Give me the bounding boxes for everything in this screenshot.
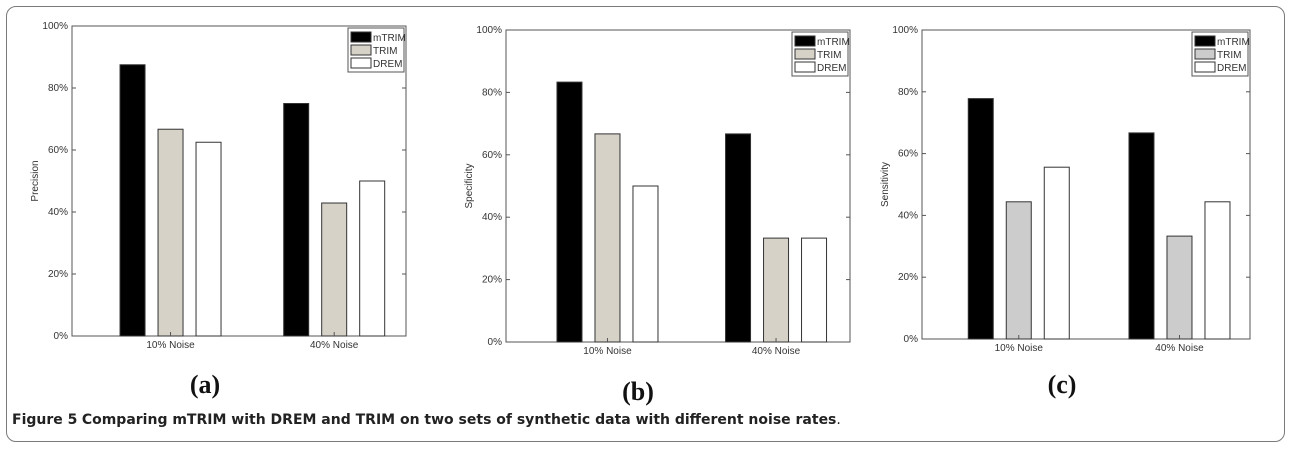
y-tick-label: 0% [488,337,503,348]
legend-label-mtrim: mTRIM [373,33,406,44]
bar-mtrim-2 [725,133,752,343]
legend-swatch-mtrim [1194,35,1216,47]
y-tick-label: 80% [482,87,502,98]
x-tick-label: 10% Noise [995,343,1044,354]
y-tick-label: 80% [48,83,68,94]
panel-label: (b) [622,377,654,406]
bar-trim-1 [1005,201,1032,340]
y-tick-label: 0% [54,331,69,342]
figure-caption: Figure 5 Comparing mTRIM with DREM and T… [12,412,1272,428]
y-tick-label: 40% [482,212,502,223]
legend-swatch-drem [350,57,372,69]
x-tick-label: 40% Noise [310,340,359,351]
y-axis-label: Specificity [464,163,475,208]
legend-swatch-trim [1194,48,1216,60]
bar-mtrim-1 [556,81,583,343]
legend-label-trim: TRIM [1217,50,1241,61]
bar-mtrim-1 [119,64,146,337]
y-tick-label: 100% [892,25,918,36]
panel-label: (c) [1048,370,1077,399]
y-tick-label: 60% [898,149,918,160]
bar-mtrim-2 [1128,132,1155,340]
bar-trim-2 [321,202,348,337]
bar-trim-1 [157,128,184,337]
y-tick-label: 60% [482,150,502,161]
caption-text: Comparing mTRIM with DREM and TRIM on tw… [81,412,837,428]
y-tick-label: 100% [42,21,68,32]
chart-panel-b: 0% 20% 40% 60% 80% 100% Specificity 10% Noise 40… [464,25,851,406]
figure-label: Figure 5 [12,412,78,428]
chart-panel-a: 0% 20% 40% 60% 80% 100% Precision 10% Noise 40% … [30,21,407,399]
legend-label-mtrim: mTRIM [817,37,850,48]
bar-drem-1 [632,185,659,343]
x-tick-label: 40% Noise [752,346,801,357]
bar-drem-2 [801,237,828,343]
legend-label-drem: DREM [817,63,846,74]
y-axis-label: Sensitivity [880,162,891,207]
bar-drem-1 [195,141,222,337]
y-tick-label: 20% [898,272,918,283]
x-tick-label: 40% Noise [1155,343,1204,354]
chart-panel-c: 0% 20% 40% 60% 80% 100% Sensitivity 10% Noise 40… [880,25,1251,399]
legend-swatch-mtrim [350,31,372,43]
legend-swatch-trim [350,44,372,56]
legend-label-trim: TRIM [817,50,841,61]
y-tick-label: 100% [476,25,502,36]
x-tick-label: 10% Noise [583,346,632,357]
y-tick-label: 40% [48,207,68,218]
y-tick-label: 0% [904,334,919,345]
legend-swatch-mtrim [794,35,816,47]
legend-swatch-drem [1194,61,1216,73]
legend-swatch-drem [794,61,816,73]
legend-label-mtrim: mTRIM [1217,37,1250,48]
caption-end: . [836,412,841,428]
y-tick-label: 60% [48,145,68,156]
legend-swatch-trim [794,48,816,60]
x-tick-label: 10% Noise [146,340,195,351]
legend-label-drem: DREM [1217,63,1246,74]
bar-trim-2 [1166,235,1193,340]
figure-charts: 0% 20% 40% 60% 80% 100% Precision 10% Noise 40% … [30,21,1251,406]
y-tick-label: 20% [48,269,68,280]
y-tick-label: 80% [898,87,918,98]
legend-label-trim: TRIM [373,46,397,57]
bar-trim-2 [763,237,790,343]
panel-label: (a) [190,370,220,399]
legend-label-drem: DREM [373,59,402,70]
bar-mtrim-1 [967,98,994,340]
bar-drem-2 [359,180,386,337]
bar-mtrim-2 [283,103,310,337]
y-axis-label: Precision [30,160,41,201]
bar-drem-1 [1043,166,1070,340]
bar-trim-1 [594,133,621,343]
y-tick-label: 20% [482,275,502,286]
bar-drem-2 [1204,201,1231,340]
y-tick-label: 40% [898,210,918,221]
